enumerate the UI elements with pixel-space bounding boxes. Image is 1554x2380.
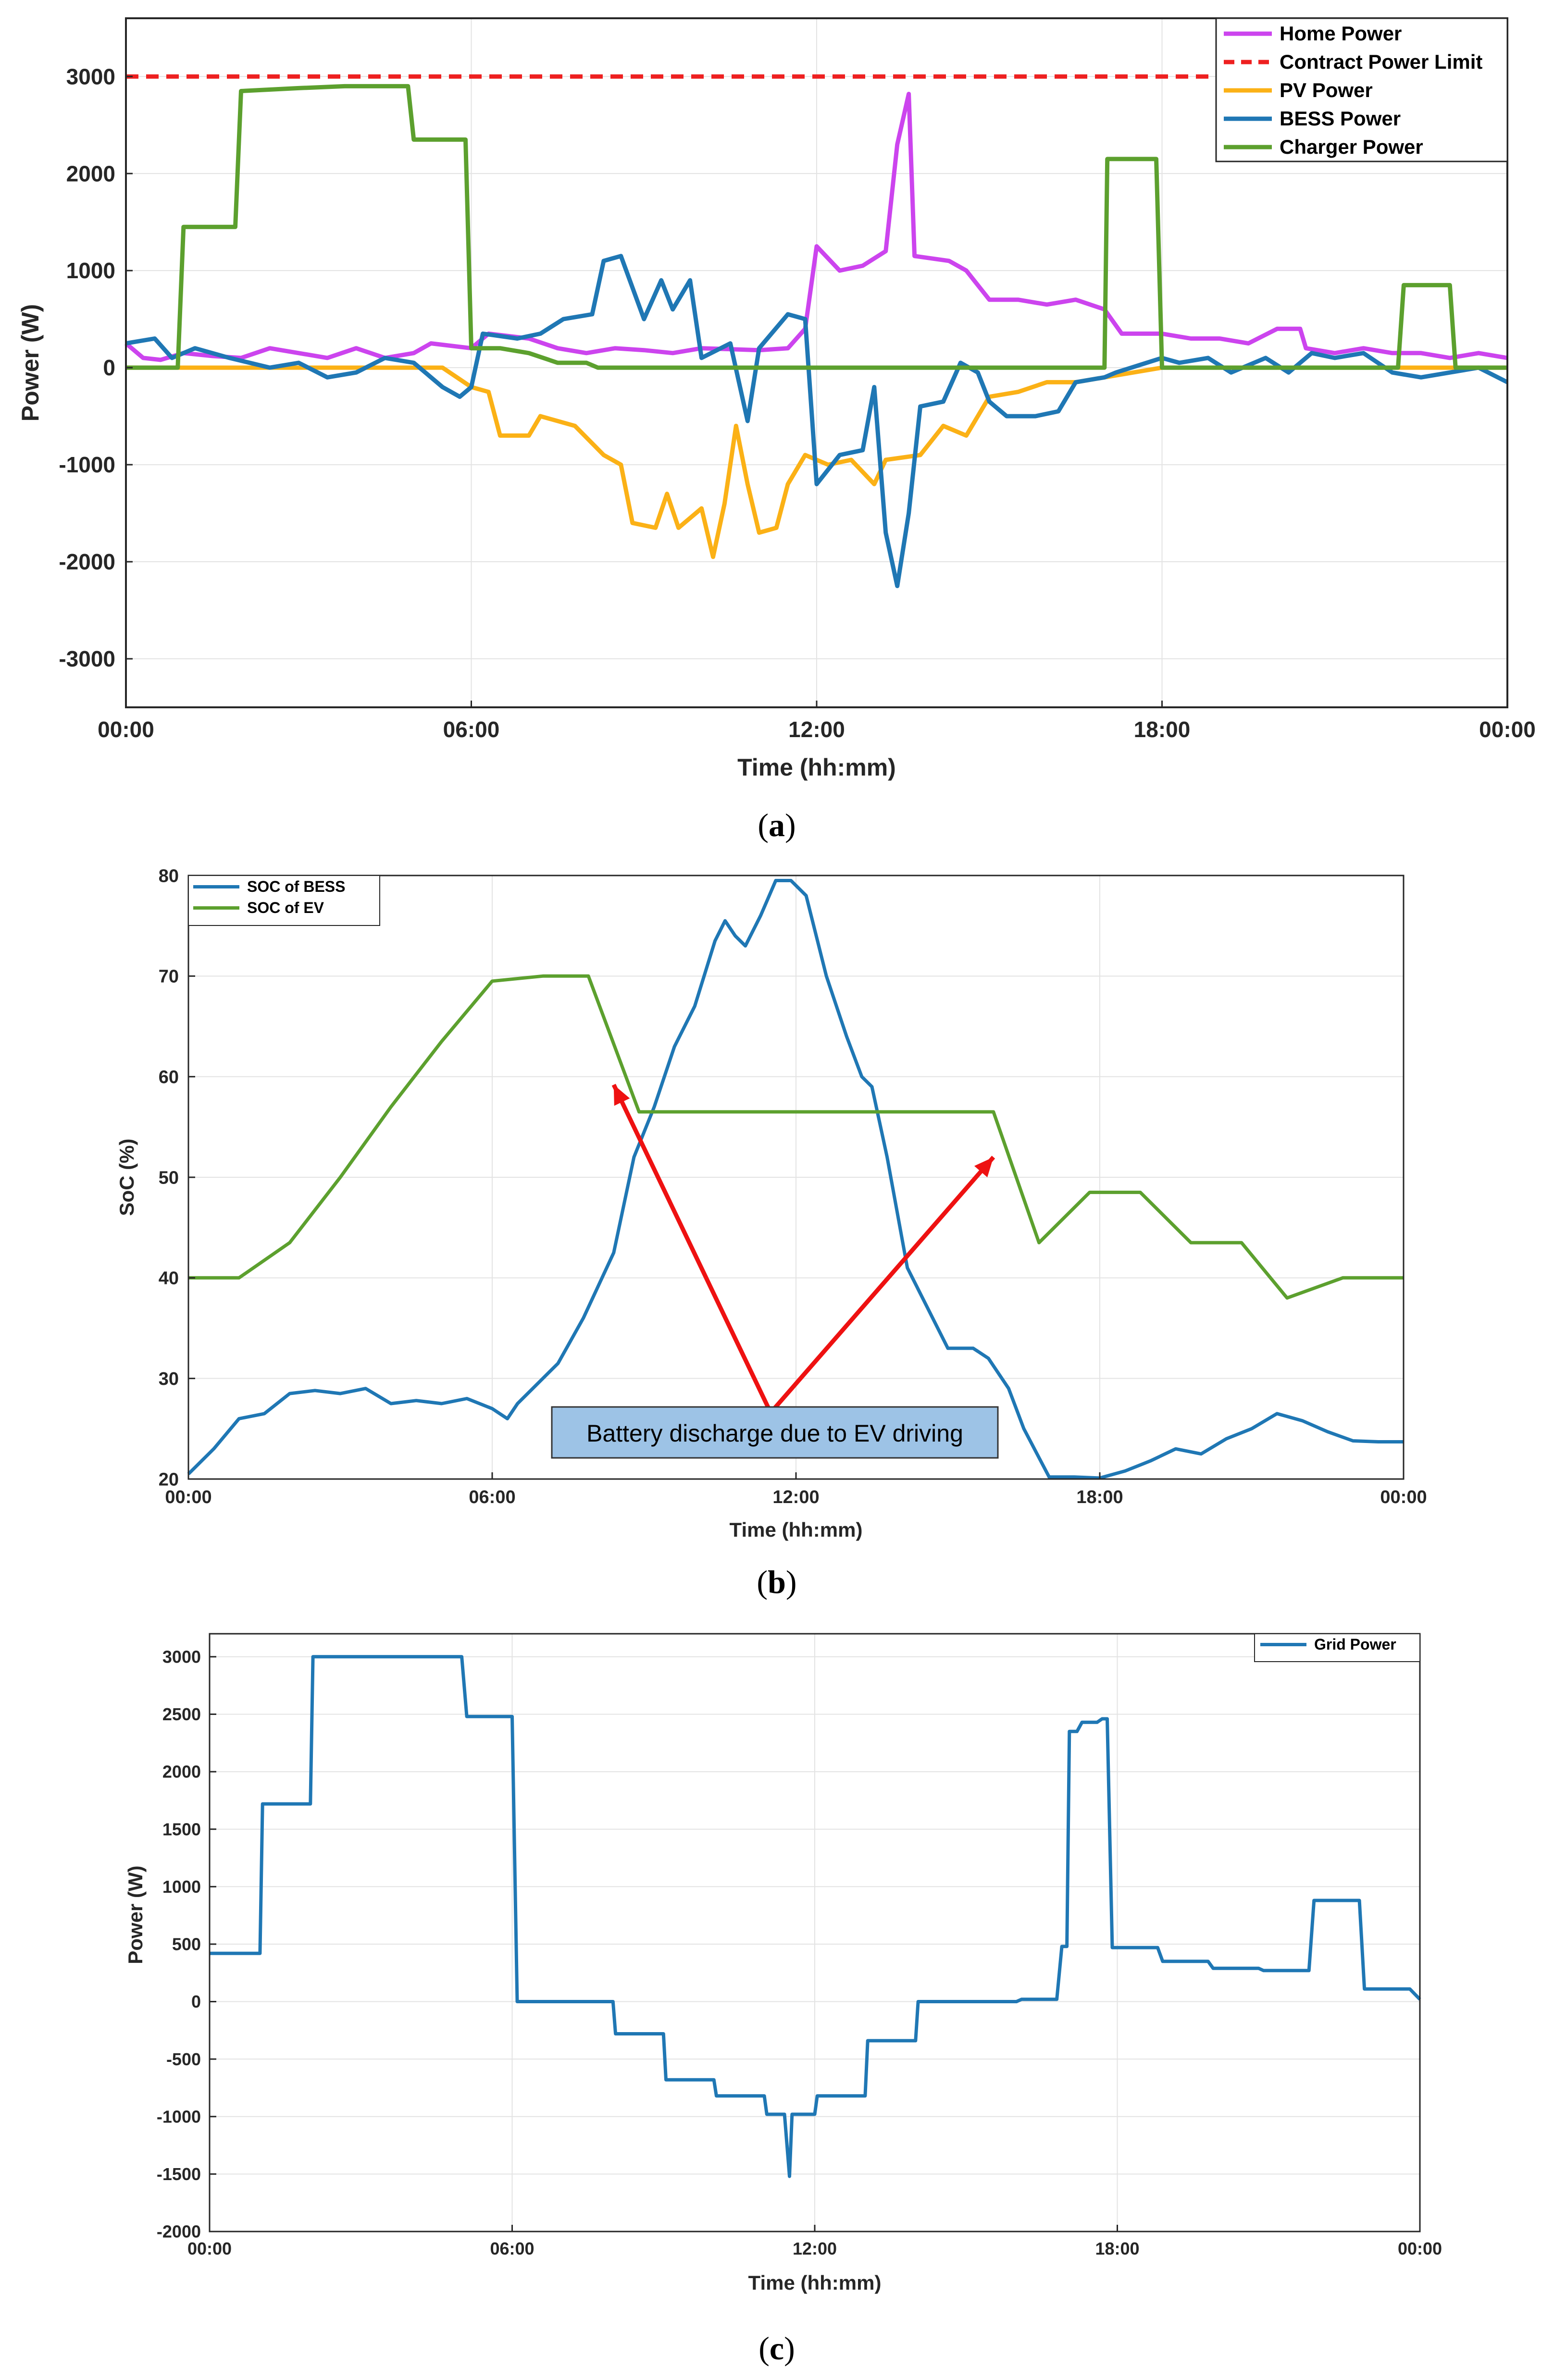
y-tick-label: 0: [103, 355, 115, 380]
y-tick-label: -3000: [59, 646, 115, 671]
annotation-arrow-shaft: [611, 1084, 773, 1414]
caption-a: (a): [758, 807, 796, 843]
y-tick-label: 2500: [162, 1704, 201, 1724]
y-tick-label: 30: [159, 1369, 179, 1389]
legend-b: SOC of BESS SOC of EV: [188, 875, 380, 926]
y-tick-label: -1000: [59, 452, 115, 477]
annotation-text: Battery discharge due to EV driving: [586, 1420, 963, 1447]
chart-a: 00:00 06:00 12:00 18:00 00:00 -3000 -2000 -100…: [17, 17, 1536, 843]
x-tick-label: 00:00: [98, 717, 154, 742]
legend-box-b: [188, 875, 380, 926]
x-axis-label-c: Time (hh:mm): [748, 2271, 882, 2294]
legend-label: Charger Power: [1280, 136, 1423, 158]
legend-label: PV Power: [1280, 79, 1373, 101]
y-tick-label: 60: [159, 1067, 179, 1087]
x-tick-label: 00:00: [165, 1487, 211, 1507]
y-axis-label-b: SoC (%): [115, 1139, 138, 1216]
y-tick-label: 2000: [162, 1762, 201, 1782]
legend-label: Grid Power: [1314, 1636, 1396, 1653]
series-line-pv-power: [126, 365, 1507, 559]
x-tick-label: 00:00: [1479, 717, 1536, 742]
series-line-soc-of-ev: [188, 974, 1404, 1300]
annotation-arrow-shaft: [769, 1156, 995, 1414]
annotation-b: Battery discharge due to EV driving: [551, 1084, 999, 1459]
y-tick-label: -1000: [157, 2107, 201, 2126]
series-line-soc-of-bess: [187, 879, 1404, 1480]
x-ticks-a: 00:00 06:00 12:00 18:00 00:00: [98, 701, 1536, 742]
y-tick-label: 500: [172, 1935, 201, 1954]
x-ticks-b: 00:00 06:00 12:00 18:00 00:00: [165, 1472, 1427, 1507]
legend-label: Home Power: [1280, 22, 1402, 45]
caption-b: (b): [757, 1564, 796, 1600]
series-line-grid-power: [210, 1655, 1421, 2178]
legend-label: SOC of BESS: [247, 878, 345, 895]
y-ticks-b: 20 30 40 50 60 70 80: [159, 866, 195, 1490]
y-tick-label: 1500: [162, 1819, 201, 1839]
series-c: [210, 1655, 1421, 2178]
annotation-arrow-head: [974, 1157, 994, 1178]
x-tick-label: 18:00: [1076, 1487, 1123, 1507]
x-tick-label: 12:00: [788, 717, 845, 742]
y-tick-label: 3000: [66, 64, 115, 89]
y-tick-label: 70: [159, 967, 179, 987]
y-tick-label: 80: [159, 866, 179, 886]
x-axis-label-b: Time (hh:mm): [730, 1518, 863, 1541]
y-tick-label: 1000: [66, 258, 115, 283]
x-tick-label: 06:00: [443, 717, 500, 742]
x-tick-label: 18:00: [1095, 2239, 1139, 2258]
annotation-arrow-head: [613, 1085, 630, 1106]
x-ticks-c: 00:00 06:00 12:00 18:00 00:00: [187, 2225, 1442, 2258]
legend-box-c: [1254, 1633, 1420, 1662]
y-tick-label: -2000: [157, 2222, 201, 2242]
y-tick-label: -2000: [59, 549, 115, 574]
y-axis-label-a: Power (W): [17, 304, 44, 421]
series-b: [187, 879, 1404, 1480]
x-tick-label: 12:00: [793, 2239, 837, 2258]
caption-c: (c): [758, 2330, 795, 2367]
y-tick-label: -500: [166, 2049, 201, 2069]
y-tick-label: 20: [159, 1469, 179, 1490]
x-axis-label-a: Time (hh:mm): [737, 754, 896, 781]
x-tick-label: 06:00: [469, 1487, 515, 1507]
y-tick-label: -1500: [157, 2164, 201, 2184]
y-tick-label: 2000: [66, 161, 115, 186]
annotation-box: [551, 1406, 999, 1459]
series-line-home-power: [124, 92, 1508, 362]
x-tick-label: 12:00: [772, 1487, 819, 1507]
y-tick-label: 3000: [162, 1647, 201, 1666]
x-tick-label: 18:00: [1134, 717, 1191, 742]
y-tick-label: 0: [191, 1992, 201, 2011]
legend-label: Contract Power Limit: [1280, 50, 1482, 73]
y-tick-label: 40: [159, 1269, 179, 1289]
annotation-arrows: [611, 1084, 995, 1414]
x-tick-label: 06:00: [490, 2239, 534, 2258]
chart-b: 00:00 06:00 12:00 18:00 00:00 20 30 40 50 60 70 80…: [115, 866, 1427, 1600]
legend-label: SOC of EV: [247, 899, 324, 916]
y-ticks-c: -2000 -1500 -1000 -500 0 500 1000 1500 2000 2500 3…: [157, 1647, 216, 2242]
legend-a: Home Power Contract Power Limit PV Power BE…: [1215, 17, 1508, 162]
series-line-charger-power: [126, 84, 1507, 370]
y-ticks-a: -3000 -2000 -1000 0 1000 2000 3000: [59, 64, 133, 671]
y-axis-label-c: Power (W): [124, 1865, 147, 1964]
legend-label: BESS Power: [1280, 107, 1401, 130]
x-tick-label: 00:00: [1380, 1487, 1427, 1507]
y-tick-label: 1000: [162, 1877, 201, 1897]
x-tick-label: 00:00: [1398, 2239, 1442, 2258]
y-tick-label: 50: [159, 1168, 179, 1188]
chart-c: 00:00 06:00 12:00 18:00 00:00 -2000 -1500 -100…: [124, 1633, 1442, 2367]
legend-c: Grid Power: [1254, 1633, 1420, 1662]
x-tick-label: 00:00: [187, 2239, 232, 2258]
